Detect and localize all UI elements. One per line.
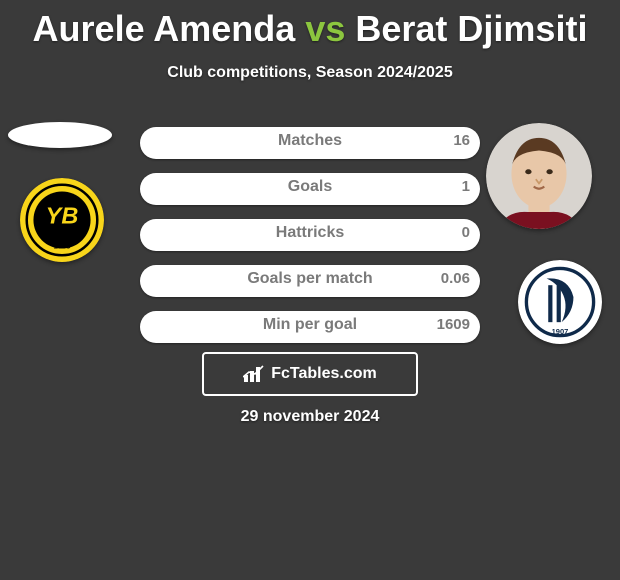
brand-box: FcTables.com bbox=[202, 352, 418, 396]
page-title: Aurele Amenda vs Berat Djimsiti bbox=[0, 0, 620, 50]
title-vs: vs bbox=[305, 8, 345, 49]
stat-value: 0 bbox=[462, 224, 470, 241]
stat-row: Hattricks 0 bbox=[0, 208, 620, 254]
stat-label: Hattricks bbox=[276, 224, 344, 242]
stat-row: Goals per match 0.06 bbox=[0, 254, 620, 300]
title-player1: Aurele Amenda bbox=[33, 8, 296, 49]
stat-label: Min per goal bbox=[263, 316, 357, 334]
stat-value: 16 bbox=[453, 132, 470, 149]
stat-value: 0.06 bbox=[441, 270, 470, 287]
stat-row: Matches 16 bbox=[0, 116, 620, 162]
brand-text: FcTables.com bbox=[271, 365, 377, 383]
stat-value: 1609 bbox=[437, 316, 470, 333]
stat-row: Goals 1 bbox=[0, 162, 620, 208]
bars-icon bbox=[243, 365, 265, 383]
stat-row: Min per goal 1609 bbox=[0, 300, 620, 346]
stats-block: Matches 16 Goals 1 Hattricks 0 Goals per… bbox=[0, 116, 620, 346]
stat-value: 1 bbox=[462, 178, 470, 195]
subtitle: Club competitions, Season 2024/2025 bbox=[0, 64, 620, 82]
stat-label: Matches bbox=[278, 132, 342, 150]
title-player2: Berat Djimsiti bbox=[355, 8, 587, 49]
stat-label: Goals per match bbox=[247, 270, 372, 288]
stat-label: Goals bbox=[288, 178, 332, 196]
footer-date: 29 november 2024 bbox=[241, 408, 380, 426]
